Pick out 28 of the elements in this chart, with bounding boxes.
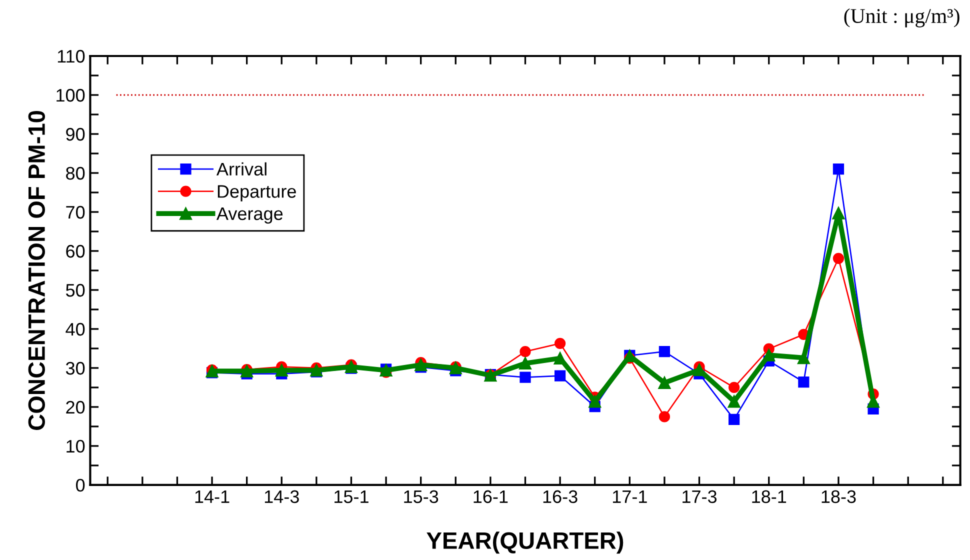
y-tick-label: 60 [66,244,85,258]
x-tick-label: 18-1 [752,490,786,504]
text: (Unit : μg/m³) [844,8,960,28]
x-tick-label: 14-1 [195,490,230,503]
legend-label: Arrival [216,162,266,176]
y-tick-label: 40 [66,322,85,336]
x-tick-label: 18-3 [822,490,856,504]
x-tick-label: 15-1 [334,490,368,504]
y-tick-label: 0 [76,478,85,492]
x-tick-label: 15-3 [404,490,438,504]
y-tick-label: 80 [66,166,85,180]
y-tick-label: 100 [56,88,85,102]
x-tick-label: 16-1 [474,490,508,504]
y-tick-label: 30 [66,362,85,375]
x-axis-title: YEAR(QUARTER) [426,532,624,554]
y-tick-label: 70 [66,206,85,219]
legend-label: Departure [218,185,296,202]
y-axis-title: CONCENTRATION OF PM-10 [28,110,46,430]
x-tick-label: 17-1 [612,490,647,503]
y-tick-label: 10 [66,440,85,453]
y-tick-label: 20 [66,400,85,414]
x-tick-label: 14-3 [264,490,299,504]
x-tick-label: 17-3 [682,490,717,504]
y-tick-label: 110 [58,50,85,63]
x-tick-label: 16-3 [543,490,578,504]
y-tick-label: 90 [66,128,85,141]
legend-label: Average [216,207,283,224]
y-tick-label: 50 [66,284,85,297]
